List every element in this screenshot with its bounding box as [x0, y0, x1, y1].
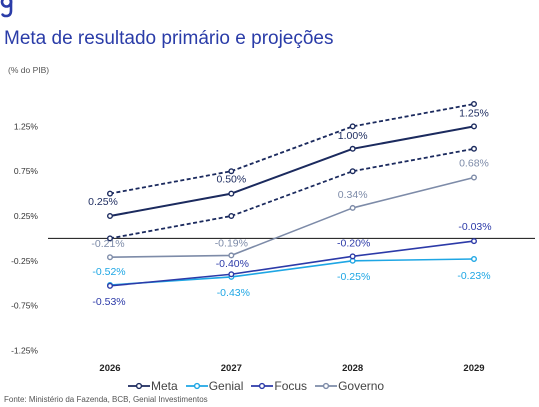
focus-label-2028: -0.20% — [337, 237, 370, 249]
x-tick-label-2029: 2029 — [463, 363, 484, 374]
meta-label-2029: 1.25% — [459, 107, 489, 119]
band-point-2029 — [470, 145, 477, 152]
focus-point-2029 — [470, 238, 477, 245]
band-point-2028 — [349, 168, 356, 175]
governo-point-2027 — [228, 252, 235, 259]
genial-logo-icon — [0, 0, 13, 18]
governo-label-2026: -0.21% — [91, 238, 124, 250]
governo-line — [109, 176, 475, 259]
meta-label-2028: 1.00% — [338, 130, 368, 142]
legend-item-meta: Meta — [128, 378, 178, 394]
focus-label-2027: -0.40% — [216, 258, 249, 270]
genial-line — [109, 258, 475, 286]
band-point-2026 — [106, 190, 113, 197]
legend-marker-genial — [185, 382, 208, 390]
series-focus: -0.53% -0.40% -0.20% -0.03% — [92, 221, 491, 308]
focus-label-2029: -0.03% — [458, 221, 491, 233]
meta-band-upper — [106, 100, 477, 197]
band-point-2029 — [470, 100, 477, 107]
x-tick-label-2026: 2026 — [99, 363, 120, 374]
legend-label-focus: Focus — [274, 379, 308, 393]
meta-label-2026: 0.25% — [88, 196, 118, 208]
governo-point-2029 — [470, 174, 477, 181]
band-line — [109, 103, 475, 195]
genial-label-2029: -0.23% — [457, 270, 490, 282]
governo-label-2028: 0.34% — [338, 189, 368, 201]
y-tick-label: 1.25% — [14, 121, 39, 131]
focus-point-2028 — [349, 253, 356, 260]
x-tick-label-2027: 2027 — [221, 363, 242, 374]
band-point-2026 — [106, 235, 113, 242]
legend-label-meta: Meta — [151, 379, 178, 393]
y-tick-label: -0.75% — [11, 301, 38, 311]
y-tick-label: -1.25% — [11, 345, 38, 355]
band-point-2028 — [349, 123, 356, 130]
genial-label-2027: -0.43% — [217, 287, 250, 299]
series-governo: -0.21% -0.19% 0.34% 0.68% — [91, 157, 489, 261]
band-point-2027 — [228, 168, 235, 175]
legend-marker-governo — [315, 382, 338, 390]
focus-label-2026: -0.53% — [92, 296, 125, 308]
band-point-2027 — [228, 212, 235, 219]
series-meta: 0.25% 0.50% 1.00% 1.25% — [88, 107, 489, 219]
y-tick-label: 0.25% — [14, 211, 39, 221]
governo-point-2026 — [106, 254, 113, 261]
genial-point-2029 — [470, 256, 477, 263]
meta-point-2029 — [470, 123, 477, 130]
legend-marker-focus — [251, 382, 274, 390]
focus-point-2027 — [228, 271, 235, 278]
meta-point-2028 — [349, 145, 356, 152]
legend-item-governo: Governo — [315, 378, 384, 394]
chart-legend: Meta Genial Focus Governo — [128, 378, 384, 394]
meta-band-lower — [106, 145, 477, 242]
governo-label-2027: -0.19% — [215, 237, 248, 249]
meta-point-2026 — [106, 212, 113, 219]
focus-line — [109, 240, 475, 287]
legend-marker-meta — [128, 382, 150, 390]
band-line — [109, 147, 475, 240]
source-note: Fonte: Ministério da Fazenda, BCB, Genia… — [4, 395, 208, 404]
legend-item-genial: Genial — [185, 378, 244, 394]
legend-item-focus: Focus — [251, 378, 307, 394]
genial-label-2028: -0.25% — [337, 271, 370, 283]
series-genial: -0.52% -0.43% -0.25% -0.23% — [92, 256, 491, 299]
governo-point-2028 — [349, 204, 356, 211]
chart-subtitle: (% do PIB) — [8, 65, 50, 75]
meta-label-2027: 0.50% — [216, 174, 246, 186]
meta-line — [109, 125, 475, 217]
y-tick-label: 0.75% — [14, 166, 39, 176]
legend-label-governo: Governo — [338, 379, 385, 393]
focus-point-2026 — [106, 282, 113, 289]
chart-title: Meta de resultado primário e projeções — [4, 28, 334, 49]
y-tick-label: -0.25% — [11, 256, 38, 266]
genial-label-2026: -0.52% — [92, 266, 125, 278]
legend-label-genial: Genial — [208, 379, 244, 393]
governo-label-2029: 0.68% — [459, 157, 489, 169]
meta-point-2027 — [228, 190, 235, 197]
x-tick-label-2028: 2028 — [342, 363, 363, 374]
